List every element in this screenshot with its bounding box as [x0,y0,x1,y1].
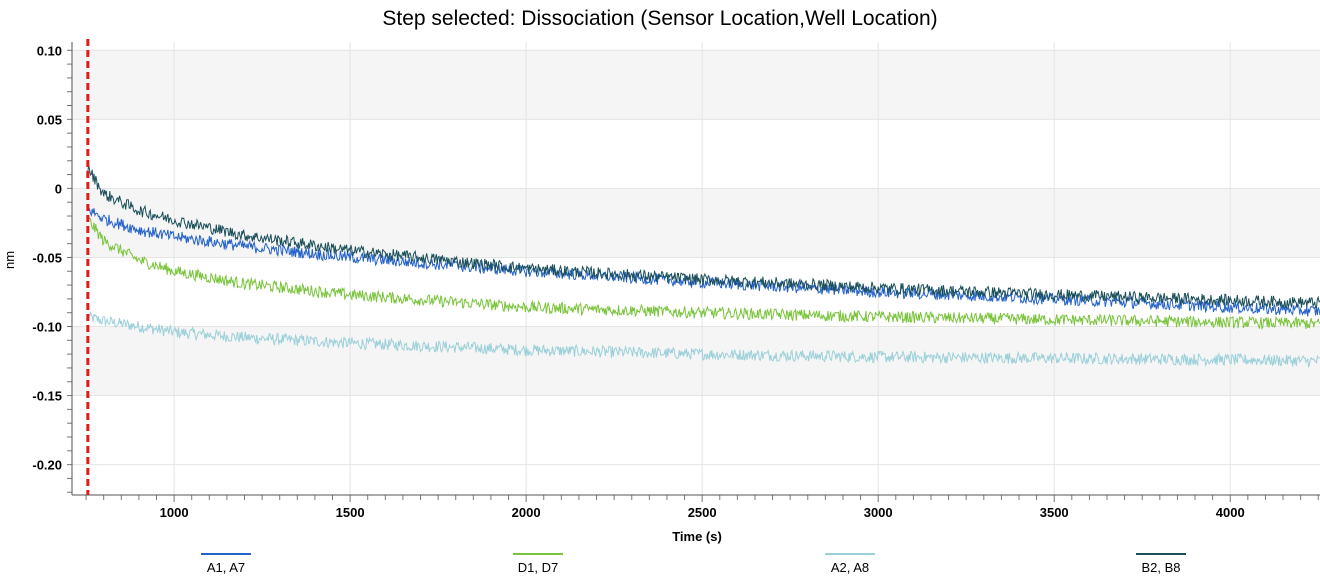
y-tick-label: -0.10 [32,320,62,335]
legend-label: A2, A8 [830,560,870,575]
x-tick-label: 1500 [336,505,365,520]
series-line [87,164,1320,309]
legend-label: A1, A7 [206,560,246,575]
legend-swatch [513,553,563,555]
chart-title: Step selected: Dissociation (Sensor Loca… [382,7,938,30]
y-tick-label: 0.05 [37,112,62,127]
legend-swatch [1136,553,1186,555]
plot-axes [71,39,1320,496]
plot-grid [72,42,1320,495]
legend-item[interactable]: B2, B8 [1061,553,1261,575]
legend-swatch [201,553,251,555]
legend-item[interactable]: A2, A8 [750,553,950,575]
x-tick-label: 2500 [688,505,717,520]
x-axis-label: Time (s) [672,529,722,544]
x-tick-label: 3000 [864,505,893,520]
x-tick-label: 1000 [160,505,189,520]
y-tick-label: -0.15 [32,389,62,404]
minor-ticks [67,49,1319,502]
y-tick-label: -0.05 [32,250,62,265]
plot-band [72,326,1320,396]
x-tick-label: 4000 [1216,505,1245,520]
x-tick-label: 2000 [512,505,541,520]
y-axis-label: nm [2,251,17,269]
series-line [87,215,1320,330]
plot-band [72,50,1320,120]
legend-item[interactable]: D1, D7 [438,553,638,575]
y-tick-label: 0.10 [37,43,62,58]
x-tick-label: 3500 [1040,505,1069,520]
tick-labels: 1000 1500 2000 2500 3000 3500 4000 0.10 0.05 0 -0.… [32,43,1244,520]
y-tick-label: 0 [55,181,62,196]
series-line [87,311,1320,368]
legend-item[interactable]: A1, A7 [126,553,326,575]
plot-band [72,188,1320,258]
legend-label: B2, B8 [1141,560,1181,575]
y-tick-label: -0.20 [32,458,62,473]
series-layer [87,164,1320,368]
plot-bands [72,50,1320,396]
legend-swatch [825,553,875,555]
legend-label: D1, D7 [517,560,559,575]
